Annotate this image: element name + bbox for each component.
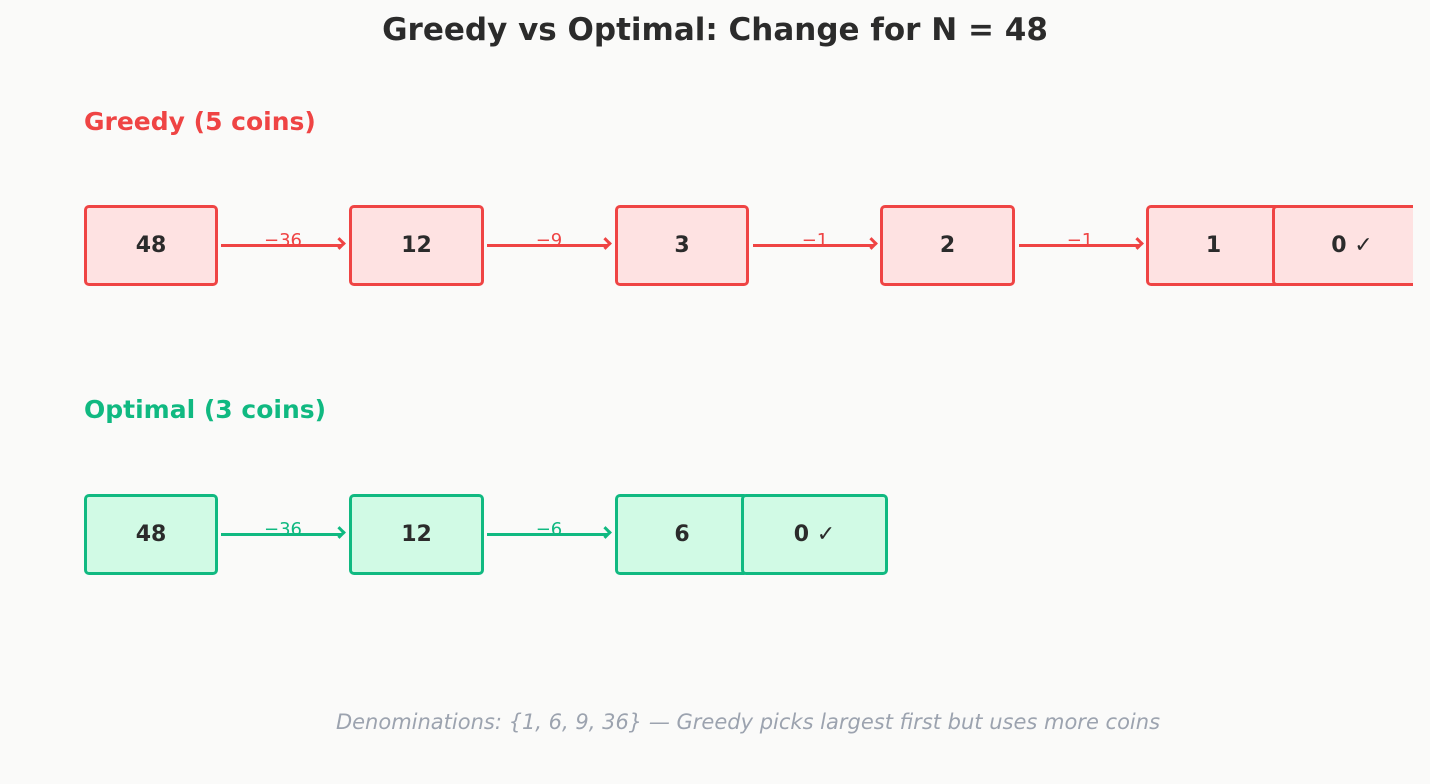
greedy-step-label: −36 (264, 230, 302, 251)
greedy-node: 3 (615, 205, 749, 286)
greedy-node: 1 (1146, 205, 1281, 286)
greedy-step-label: −1 (1066, 230, 1094, 251)
greedy-arrow (221, 244, 342, 247)
greedy-section-label: Greedy (5 coins) (84, 107, 316, 136)
greedy-node: 12 (349, 205, 484, 286)
greedy-node: 48 (84, 205, 218, 286)
greedy-arrow (487, 244, 608, 247)
greedy-arrow (1019, 244, 1140, 247)
page-title: Greedy vs Optimal: Change for N = 48 (382, 12, 1048, 48)
optimal-section-label: Optimal (3 coins) (84, 395, 327, 424)
greedy-step-label: −9 (535, 230, 563, 251)
optimal-arrow (221, 533, 342, 536)
optimal-node: 12 (349, 494, 484, 575)
optimal-step-label: −36 (264, 519, 302, 540)
greedy-final-node: 0 ✓ (1272, 205, 1413, 286)
optimal-step-label: −6 (535, 519, 563, 540)
greedy-node: 2 (880, 205, 1015, 286)
greedy-step-label: −1 (801, 230, 829, 251)
optimal-node: 48 (84, 494, 218, 575)
optimal-node: 6 (615, 494, 749, 575)
footnote: Denominations: {1, 6, 9, 36} — Greedy pi… (335, 710, 1161, 734)
optimal-final-node: 0 ✓ (741, 494, 888, 575)
greedy-arrow (753, 244, 874, 247)
optimal-arrow (487, 533, 608, 536)
